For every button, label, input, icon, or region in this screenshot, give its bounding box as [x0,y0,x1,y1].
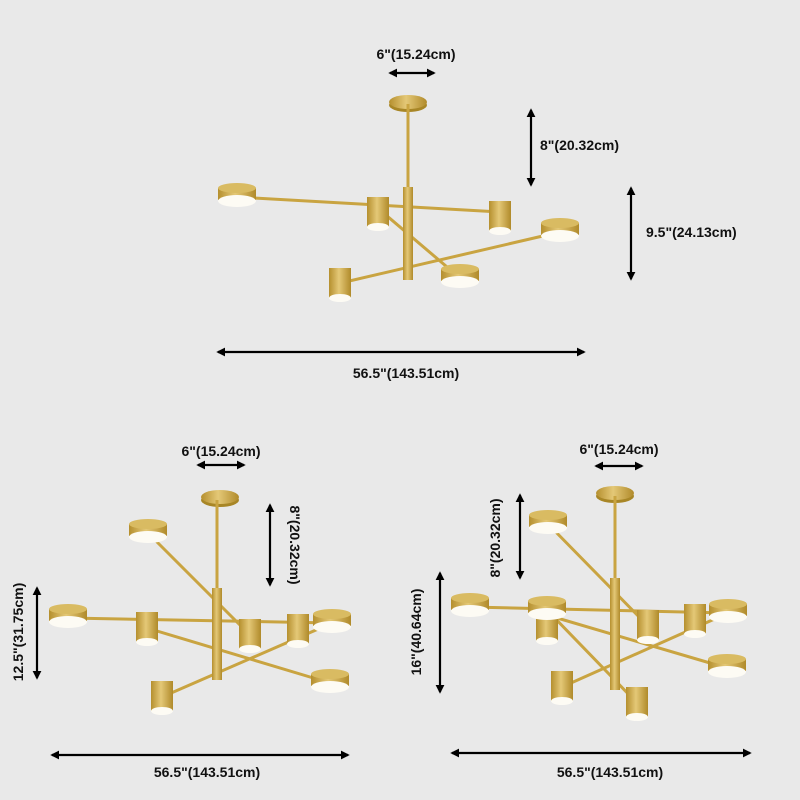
cylinder-lamp [626,687,648,717]
br-fixture-height-label: 16"(40.64cm) [408,589,424,676]
bl-rod-length-label: 8"(20.32cm) [287,505,303,584]
cylinder-lamp [489,201,511,231]
lamp-light [136,638,158,646]
lamp-light [637,636,659,644]
bl-fixture-height-label: 12.5"(31.75cm) [10,583,26,681]
disc-lamp-top [441,264,479,274]
lamp-light [451,605,489,617]
lamp-light [489,227,511,235]
disc-lamp-top [218,183,256,193]
lamp-light [49,616,87,628]
canopy [389,95,427,109]
lamp-light [709,611,747,623]
cylinder-lamp [367,197,389,227]
cylinder-lamp [637,610,659,640]
fixture-arm [545,608,639,705]
br-overall-width-label: 56.5"(143.51cm) [557,764,663,780]
fixture-arm [344,230,561,284]
lamp-light [151,707,173,715]
lamp-light [367,223,389,231]
lamp-light [528,608,566,620]
lamp-light [329,294,351,302]
disc-lamp-top [529,510,567,520]
cylinder-lamp [136,612,158,642]
lamp-light [708,666,746,678]
top-canopy-width-label: 6"(15.24cm) [376,46,455,62]
canopy [596,486,634,500]
lamp-light [287,640,309,648]
cylinder-lamp [239,619,261,649]
disc-lamp-top [451,593,489,603]
disc-lamp-top [528,596,566,606]
cylinder-lamp [287,614,309,644]
center-column [403,187,413,280]
br-canopy-width-label: 6"(15.24cm) [579,441,658,457]
cylinder-lamp [151,681,173,711]
lamp-light [239,645,261,653]
cylinder-lamp [551,671,573,701]
disc-lamp-top [129,519,167,529]
fixture-arm [146,531,252,637]
center-column [610,578,620,690]
disc-lamp-top [313,609,351,619]
center-column [212,588,222,680]
disc-lamp-top [708,654,746,664]
top-rod-length-label: 8"(20.32cm) [540,137,619,153]
lamp-light [311,681,349,693]
lamp-light [684,630,706,638]
lamp-light [529,522,567,534]
lamp-light [626,713,648,721]
fixture-arm [546,613,728,670]
lamp-light [441,276,479,288]
disc-lamp-top [541,218,579,228]
br-rod-length-label: 8"(20.32cm) [487,498,503,577]
cylinder-lamp [329,268,351,298]
disc-lamp-top [709,599,747,609]
disc-lamp-top [49,604,87,614]
top-fixture-height-label: 9.5"(24.13cm) [646,224,737,240]
lamp-light [313,621,351,633]
bl-overall-width-label: 56.5"(143.51cm) [154,764,260,780]
lamp-light [551,697,573,705]
lamp-light [129,531,167,543]
lamp-light [536,637,558,645]
canopy [201,490,239,504]
fixture-arm [546,522,650,628]
top-overall-width-label: 56.5"(143.51cm) [353,365,459,381]
bl-canopy-width-label: 6"(15.24cm) [181,443,260,459]
lamp-light [218,195,256,207]
fixture-arm [146,626,331,685]
cylinder-lamp [684,604,706,634]
lamp-light [541,230,579,242]
disc-lamp-top [311,669,349,679]
